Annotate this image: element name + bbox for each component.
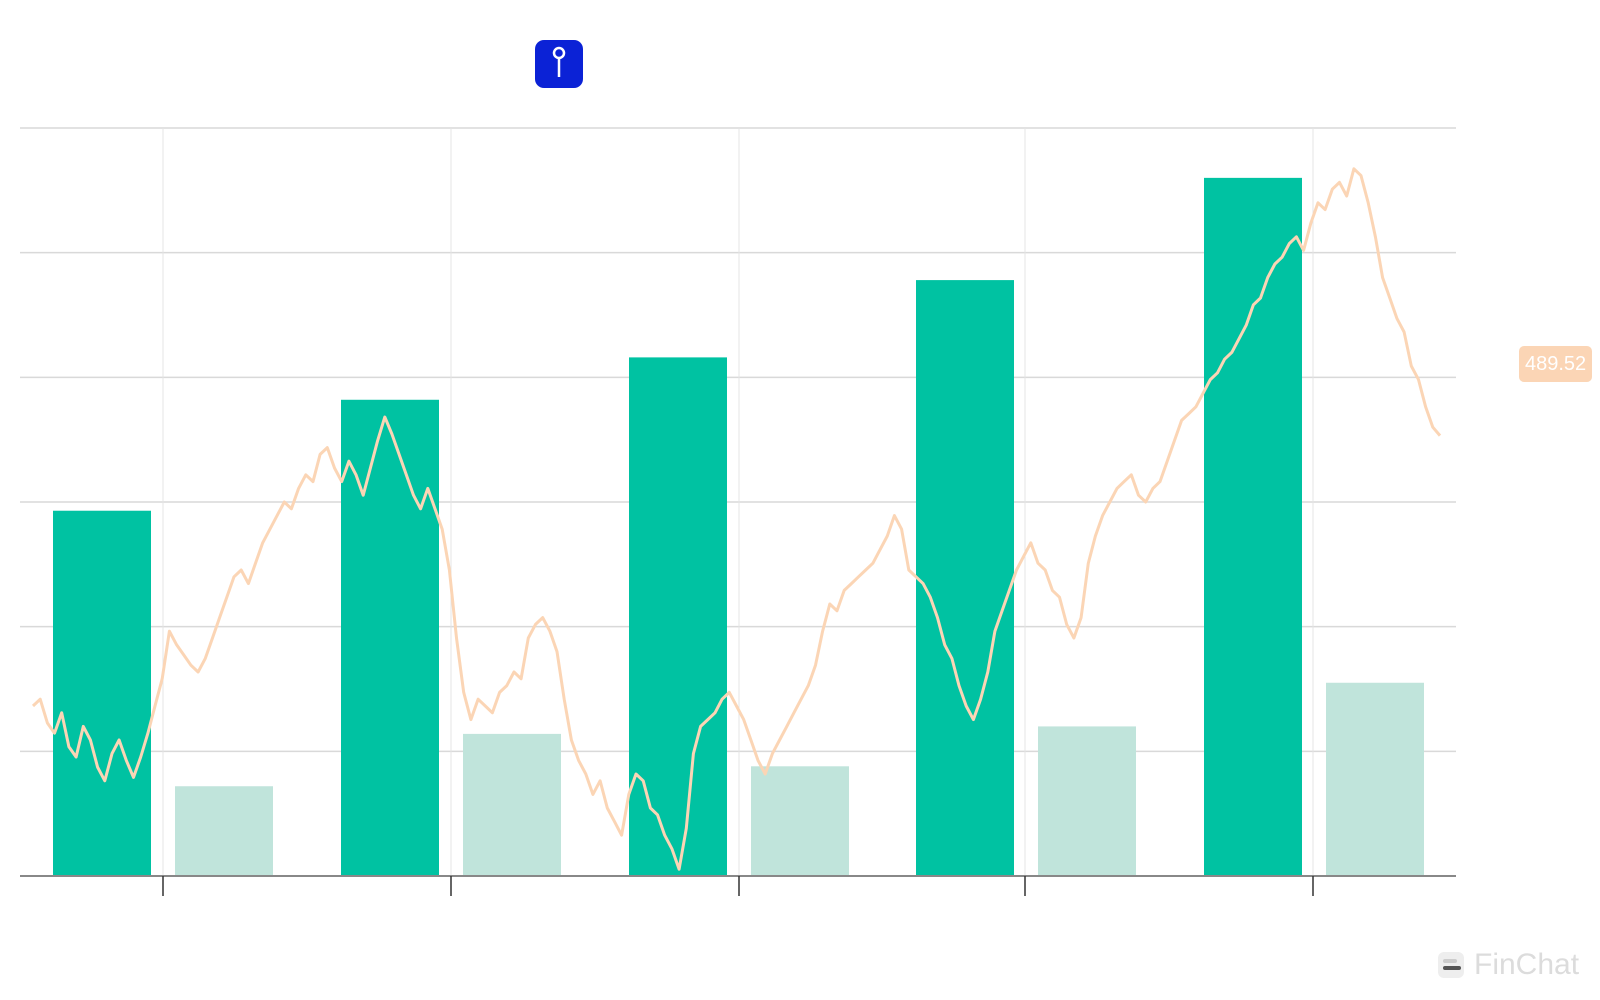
price-tag: 489.52 [1519, 346, 1593, 382]
x-axis [20, 875, 1456, 896]
pin-icon [552, 46, 566, 77]
bar-primary [1204, 177, 1302, 876]
bar-primary [53, 510, 151, 876]
bar-secondary [1326, 682, 1424, 876]
bar-secondary [1038, 726, 1136, 876]
bars [53, 177, 1424, 876]
bar-secondary [463, 733, 561, 876]
watermark-text: FinChat [1474, 948, 1580, 981]
bar-secondary [175, 786, 273, 876]
price-line-layer [31, 167, 1442, 871]
watermark: FinChat [1436, 948, 1579, 982]
finchat-logo-icon [1438, 952, 1464, 978]
pin-button[interactable] [535, 40, 583, 88]
price-line [31, 167, 1442, 871]
bar-primary [629, 357, 727, 876]
bar-primary [916, 280, 1014, 876]
grid [20, 127, 1456, 876]
bar-secondary [751, 766, 849, 876]
